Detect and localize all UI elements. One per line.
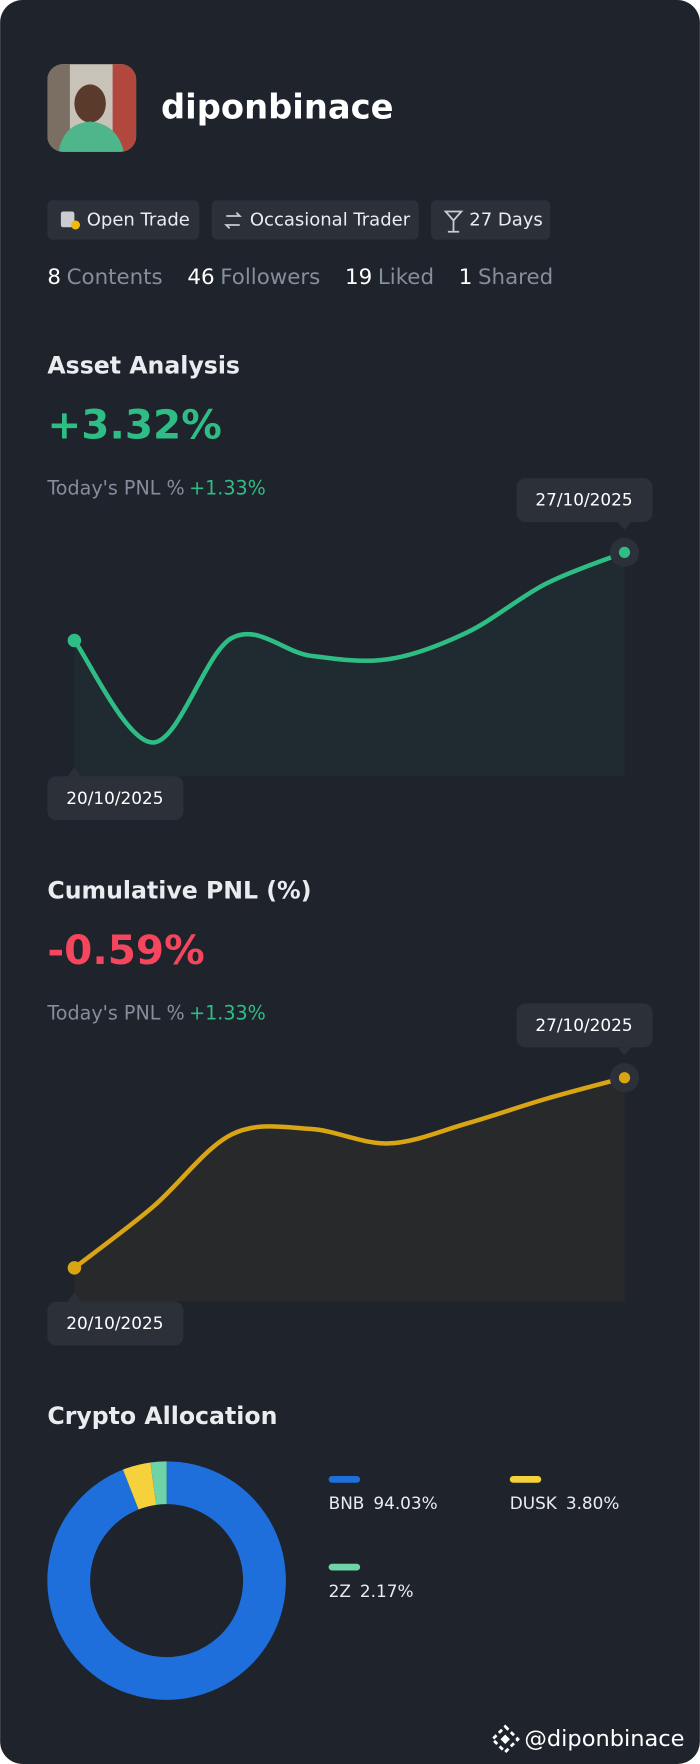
section-title: Asset Analysis: [47, 351, 240, 379]
legend-value: 3.80%: [566, 1493, 620, 1513]
tooltip-arrow: [67, 767, 82, 777]
stats: 8 Contents 46 Followers 19 Liked 1 Shared: [47, 265, 553, 290]
section-title: Cumulative PNL (%): [47, 877, 311, 905]
footer-logo: [490, 1724, 520, 1754]
tooltip: [516, 478, 653, 522]
today-value: +1.33%: [189, 1001, 266, 1024]
tag-text: Occasional Trader: [250, 210, 411, 231]
today-pnl: Today's PNL % +1.33%: [46, 476, 265, 499]
cumulative-pnl: Cumulative PNL (%) -0.59% Today's PNL % +1.…: [46, 877, 653, 1346]
footer-handle: @diponbinace: [524, 1726, 684, 1752]
section-title: Crypto Allocation: [47, 1402, 277, 1430]
donut-segment: [122, 1462, 157, 1510]
today-value: +1.33%: [189, 476, 266, 499]
today-label: Today's PNL %: [46, 1001, 184, 1024]
stat-label: Liked: [378, 265, 434, 290]
legend-value: 2.17%: [360, 1581, 414, 1601]
tooltip: [47, 1301, 184, 1346]
start-point: [67, 1261, 82, 1275]
today-label: Today's PNL %: [46, 476, 184, 499]
tooltip: [47, 776, 184, 821]
legend-entry: 2Z 2.17%: [329, 1581, 414, 1601]
area: [74, 552, 625, 777]
tag-chip: [431, 200, 551, 240]
end-point: [618, 1072, 631, 1084]
line: [72, 1075, 627, 1271]
stat-label: Followers: [220, 265, 320, 290]
stat-value: 1: [459, 265, 473, 290]
donut-segment: [47, 1461, 286, 1700]
tooltip-arrow: [617, 1047, 632, 1056]
legend-value: 94.03%: [373, 1493, 437, 1513]
stats-line: 8 Contents 46 Followers 19 Liked 1 Shared: [47, 265, 553, 290]
tag-icon: [443, 210, 464, 233]
tooltip: [516, 1003, 653, 1048]
stat-label: Contents: [67, 265, 163, 290]
tag-icon: [71, 220, 80, 230]
username: diponbinace: [161, 88, 394, 127]
today-pnl: Today's PNL % +1.33%: [46, 1001, 265, 1024]
tag-icon: [60, 211, 75, 228]
tooltip-arrow: [67, 1292, 82, 1302]
legend-name: DUSK: [510, 1493, 558, 1513]
avatar[interactable]: [47, 64, 137, 152]
start-point: [67, 633, 82, 648]
tag-chip: [211, 200, 419, 240]
tooltip-arrow: [617, 522, 632, 530]
area: [74, 1077, 625, 1302]
tag-chip: [47, 200, 200, 240]
tooltip-date: 27/10/2025: [535, 1015, 632, 1035]
stat-label: Shared: [478, 265, 553, 290]
tags: Open Trade Occasional Trader 27 Days: [47, 200, 551, 240]
stat-value: 8: [47, 265, 61, 290]
section-value: -0.59%: [47, 926, 204, 974]
end-point: [618, 546, 631, 558]
legend-entry: DUSK 3.80%: [510, 1493, 620, 1513]
legend-entry: BNB 94.03%: [329, 1493, 438, 1513]
section-value: +3.32%: [47, 401, 221, 449]
tooltip-date: 20/10/2025: [66, 1313, 163, 1333]
line: [72, 550, 627, 745]
tooltip-date: 27/10/2025: [535, 490, 632, 510]
asset-analysis: Asset Analysis +3.32% Today's PNL % +1.33% 2…: [46, 351, 653, 821]
tag-text: 27 Days: [469, 210, 543, 231]
tag-icon: [224, 211, 242, 230]
tag-text: Open Trade: [87, 210, 190, 231]
stat-value: 19: [345, 265, 372, 290]
legend-name: 2Z: [329, 1581, 351, 1601]
legend-name: BNB: [329, 1493, 365, 1513]
donut-chart: BNB 94.03% DUSK 3.80% 2Z 2.17%: [47, 1461, 620, 1700]
tooltip-date: 20/10/2025: [66, 788, 163, 808]
donut-segment: [150, 1461, 167, 1505]
stat-value: 46: [187, 265, 214, 290]
